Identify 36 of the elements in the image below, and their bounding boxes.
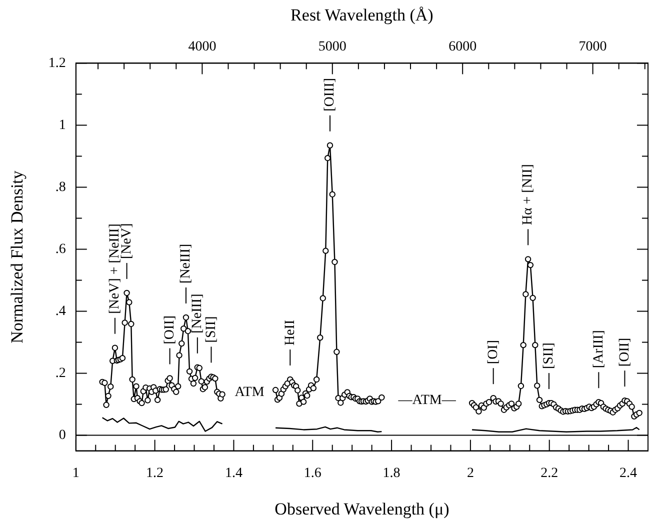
y-tick-label: .6	[55, 242, 66, 257]
x-tick-label: 2.2	[540, 466, 558, 481]
x-tick-label: 2.4	[620, 466, 638, 481]
annotation: [NeV]	[119, 223, 134, 259]
annotation: —ATM—	[397, 392, 457, 408]
x-tick-label: 1.2	[146, 466, 164, 481]
y-tick-label: 0	[58, 428, 66, 443]
annotation: HeII	[282, 319, 298, 346]
x-tick-label: 1	[72, 466, 80, 481]
annotation: [OIII]	[322, 78, 338, 112]
annotation: [OI]	[486, 340, 502, 364]
x2-tick-label: 4000	[188, 39, 216, 54]
annotation: [SII]	[204, 316, 219, 343]
x-tick-label: 1.6	[304, 466, 322, 481]
y-tick-label: .4	[55, 304, 66, 319]
y-tick-label: .2	[55, 366, 66, 381]
annotation: [OII]	[617, 338, 632, 367]
annotation: [SII]	[542, 342, 557, 370]
annotation: [NeIII]	[178, 244, 194, 284]
y-tick-label: 1	[58, 118, 66, 133]
annotation: ATM	[234, 384, 265, 400]
y-axis-title: Normalized Flux Density	[8, 170, 27, 344]
x-axis-title: Observed Wavelength (μ)	[274, 499, 450, 518]
x2-tick-label: 6000	[448, 39, 477, 54]
x-tick-label: 1.8	[382, 466, 400, 481]
annotation: Hα + [NII]	[520, 164, 536, 226]
y-tick-label: .8	[55, 180, 66, 195]
x2-tick-label: 5000	[318, 39, 346, 54]
annotation: [ArIII]	[591, 330, 606, 368]
x-tick-label: 1.4	[224, 466, 242, 481]
annotation: [NeIII]	[190, 294, 206, 334]
x2-axis-title: Rest Wavelength (Å)	[290, 6, 434, 25]
x-tick-label: 2	[466, 466, 474, 481]
x2-tick-label: 7000	[578, 39, 607, 54]
annotation: [OII]	[162, 315, 178, 344]
y-tick-label: 1.2	[48, 56, 66, 71]
